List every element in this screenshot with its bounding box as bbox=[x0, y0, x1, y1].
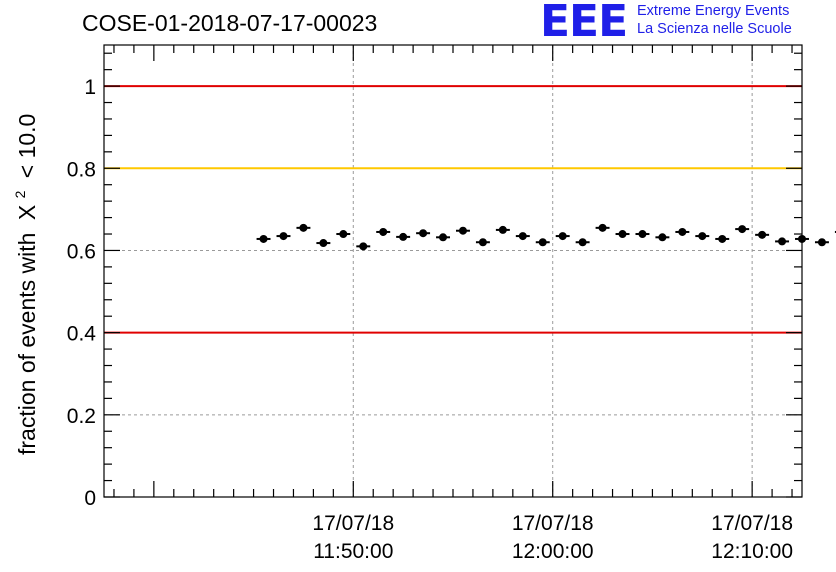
x-tick-label-time: 11:50:00 bbox=[313, 540, 393, 563]
x-tick-label-time: 12:10:00 bbox=[711, 540, 793, 563]
data-point bbox=[655, 233, 670, 242]
x-tick-label-date: 17/07/18 bbox=[512, 512, 594, 535]
grid-layer bbox=[104, 45, 802, 497]
data-point bbox=[775, 237, 790, 246]
data-marker bbox=[618, 230, 627, 239]
data-point bbox=[276, 232, 291, 241]
y-tick-label: 0.6 bbox=[67, 240, 96, 263]
data-point bbox=[336, 230, 351, 239]
data-point bbox=[755, 230, 770, 239]
data-point bbox=[256, 234, 271, 243]
data-point bbox=[735, 225, 750, 234]
eee-logo-caption: Extreme Energy Events La Scienza nelle S… bbox=[637, 2, 792, 38]
data-point bbox=[675, 227, 690, 236]
data-point bbox=[795, 234, 809, 243]
data-marker bbox=[798, 234, 806, 243]
data-marker bbox=[638, 230, 647, 239]
data-point bbox=[316, 239, 331, 248]
data-marker bbox=[458, 226, 467, 235]
data-point bbox=[515, 232, 530, 241]
data-point bbox=[715, 234, 730, 243]
data-marker bbox=[578, 238, 587, 247]
data-point bbox=[356, 242, 371, 251]
data-marker bbox=[498, 225, 507, 234]
eee-logo: EEE bbox=[540, 0, 628, 47]
plot-frame bbox=[103, 44, 803, 498]
data-point bbox=[396, 232, 411, 241]
y-tick-label: 0.2 bbox=[67, 405, 96, 428]
data-point bbox=[555, 232, 570, 241]
data-point bbox=[376, 227, 391, 236]
data-marker bbox=[379, 227, 388, 236]
y-tick-label: 0.4 bbox=[67, 323, 97, 346]
data-marker bbox=[339, 230, 348, 239]
data-marker bbox=[279, 232, 288, 241]
eee-logo-line1: Extreme Energy Events bbox=[637, 3, 790, 19]
y-axis-label-sup: 2 bbox=[12, 190, 28, 198]
data-point bbox=[456, 226, 470, 235]
data-marker bbox=[299, 223, 308, 232]
data-marker bbox=[678, 227, 687, 236]
data-point bbox=[296, 223, 311, 232]
data-marker bbox=[598, 223, 607, 232]
plot-border bbox=[103, 44, 803, 498]
data-point bbox=[575, 238, 590, 247]
data-point bbox=[495, 225, 510, 234]
y-tick-label: 0.8 bbox=[67, 158, 96, 181]
data-point bbox=[595, 223, 610, 232]
data-point bbox=[695, 232, 710, 241]
tick-labels: 0 0.2 0.4 0.6 0.8 1 17/07/18 11:50:00 17/07/18 12… bbox=[67, 76, 793, 563]
eee-logo-line2: La Scienza nelle Scuole bbox=[637, 21, 792, 37]
data-point bbox=[416, 229, 431, 238]
y-axis-label-main: fraction of events with bbox=[14, 233, 40, 455]
data-marker bbox=[718, 234, 727, 243]
reference-lines bbox=[104, 85, 802, 334]
data-marker bbox=[558, 232, 567, 241]
data-marker bbox=[259, 234, 268, 243]
data-marker bbox=[658, 233, 667, 242]
data-point bbox=[814, 238, 829, 247]
y-axis-label-tail: < 10.0 bbox=[14, 114, 40, 179]
data-marker bbox=[538, 238, 547, 247]
data-points bbox=[256, 223, 836, 251]
data-point bbox=[436, 233, 450, 242]
data-point bbox=[475, 238, 490, 247]
y-tick-label: 1 bbox=[84, 76, 96, 99]
y-tick-label: 0 bbox=[84, 487, 96, 510]
data-marker bbox=[359, 242, 368, 251]
x-tick-label-date: 17/07/18 bbox=[312, 512, 394, 535]
data-marker bbox=[478, 238, 487, 247]
y-axis-label: fraction of events with X 2 < 10.0 bbox=[4, 114, 40, 455]
data-marker bbox=[778, 237, 787, 246]
data-marker bbox=[518, 232, 527, 241]
chart-title: COSE-01-2018-07-17-00023 bbox=[82, 10, 378, 36]
data-marker bbox=[439, 233, 448, 242]
data-marker bbox=[817, 238, 826, 247]
data-marker bbox=[319, 239, 328, 248]
y-axis-label-symbol: X bbox=[14, 205, 40, 220]
data-marker bbox=[698, 232, 707, 241]
data-marker bbox=[758, 230, 767, 239]
data-point bbox=[535, 238, 550, 247]
x-tick-label-time: 12:00:00 bbox=[512, 540, 594, 563]
data-marker bbox=[738, 225, 747, 234]
data-point bbox=[635, 230, 650, 239]
data-marker bbox=[419, 229, 428, 238]
data-point bbox=[615, 230, 630, 239]
x-tick-label-date: 17/07/18 bbox=[711, 512, 793, 535]
data-marker bbox=[399, 232, 408, 241]
axis-ticks bbox=[104, 45, 802, 498]
